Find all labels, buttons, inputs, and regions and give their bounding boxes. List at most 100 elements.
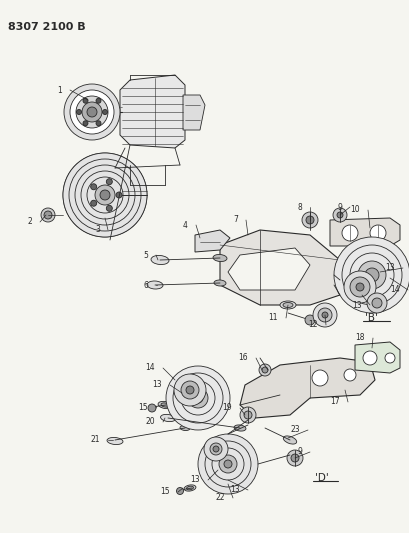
Circle shape: [96, 98, 101, 103]
Polygon shape: [227, 248, 309, 290]
Polygon shape: [182, 95, 204, 130]
Text: 18: 18: [355, 334, 364, 343]
Text: 15: 15: [138, 403, 148, 413]
Circle shape: [106, 179, 112, 185]
Circle shape: [258, 364, 270, 376]
Circle shape: [343, 369, 355, 381]
Circle shape: [186, 386, 193, 394]
Circle shape: [90, 184, 97, 190]
Circle shape: [44, 211, 52, 219]
Ellipse shape: [158, 401, 171, 409]
Ellipse shape: [107, 438, 123, 445]
Ellipse shape: [147, 281, 163, 289]
Circle shape: [305, 216, 313, 224]
Circle shape: [83, 121, 88, 126]
Text: 15: 15: [160, 488, 170, 497]
Ellipse shape: [184, 485, 196, 491]
Circle shape: [301, 212, 317, 228]
Circle shape: [83, 98, 88, 103]
Text: 13: 13: [190, 475, 200, 484]
Ellipse shape: [213, 280, 225, 286]
Circle shape: [384, 353, 394, 363]
Text: 14: 14: [389, 286, 399, 295]
Circle shape: [286, 450, 302, 466]
Circle shape: [243, 411, 252, 419]
Text: 14: 14: [145, 364, 155, 373]
Text: 22: 22: [215, 494, 225, 503]
Circle shape: [116, 192, 122, 198]
Circle shape: [76, 109, 81, 115]
Polygon shape: [354, 342, 399, 373]
Circle shape: [366, 293, 386, 313]
Circle shape: [321, 312, 327, 318]
Text: 10: 10: [350, 206, 359, 214]
Circle shape: [64, 84, 120, 140]
Text: 11: 11: [268, 313, 277, 322]
Circle shape: [166, 366, 229, 430]
Text: 1: 1: [57, 85, 62, 94]
Text: 12: 12: [308, 320, 317, 329]
Circle shape: [188, 388, 207, 408]
Polygon shape: [239, 358, 374, 418]
Circle shape: [76, 96, 108, 128]
Polygon shape: [195, 230, 229, 252]
Circle shape: [148, 404, 155, 412]
Circle shape: [357, 261, 385, 289]
Ellipse shape: [180, 425, 189, 431]
Circle shape: [176, 488, 183, 495]
Ellipse shape: [213, 254, 227, 262]
Ellipse shape: [160, 414, 175, 422]
Text: 8307 2100 B: 8307 2100 B: [8, 22, 85, 32]
Circle shape: [41, 208, 55, 222]
Polygon shape: [329, 218, 399, 246]
Circle shape: [70, 90, 114, 134]
Text: 21: 21: [90, 435, 100, 445]
Text: 20: 20: [145, 417, 155, 426]
Circle shape: [362, 351, 376, 365]
Text: 'B': 'B': [364, 313, 377, 323]
Circle shape: [204, 437, 227, 461]
Circle shape: [349, 277, 369, 297]
Circle shape: [96, 121, 101, 126]
Circle shape: [317, 308, 331, 322]
Circle shape: [63, 153, 147, 237]
Circle shape: [312, 303, 336, 327]
Circle shape: [341, 225, 357, 241]
Circle shape: [333, 237, 409, 313]
Ellipse shape: [282, 303, 292, 308]
Text: 13: 13: [351, 301, 361, 310]
Circle shape: [213, 446, 218, 452]
Circle shape: [311, 370, 327, 386]
Circle shape: [261, 367, 267, 373]
Circle shape: [218, 455, 236, 473]
Circle shape: [304, 315, 314, 325]
Circle shape: [239, 407, 255, 423]
Text: 13: 13: [384, 263, 394, 272]
Circle shape: [100, 190, 110, 200]
Text: 9: 9: [297, 448, 301, 456]
Circle shape: [180, 381, 198, 399]
Circle shape: [332, 208, 346, 222]
Circle shape: [90, 200, 97, 206]
Text: 8: 8: [297, 203, 301, 212]
Text: 6: 6: [143, 280, 148, 289]
Text: 19: 19: [222, 403, 231, 413]
Circle shape: [173, 374, 205, 406]
Circle shape: [82, 102, 102, 122]
Ellipse shape: [151, 255, 169, 264]
Circle shape: [223, 460, 231, 468]
Circle shape: [198, 434, 257, 494]
Circle shape: [209, 443, 221, 455]
Circle shape: [364, 268, 378, 282]
Text: 2: 2: [27, 217, 32, 227]
Text: 17: 17: [330, 398, 339, 407]
Circle shape: [87, 107, 97, 117]
Text: 9: 9: [336, 203, 341, 212]
Ellipse shape: [283, 436, 296, 444]
Circle shape: [95, 185, 115, 205]
Ellipse shape: [234, 425, 245, 431]
Ellipse shape: [279, 301, 295, 309]
Text: 4: 4: [183, 221, 188, 230]
Ellipse shape: [186, 486, 193, 490]
Circle shape: [355, 283, 363, 291]
